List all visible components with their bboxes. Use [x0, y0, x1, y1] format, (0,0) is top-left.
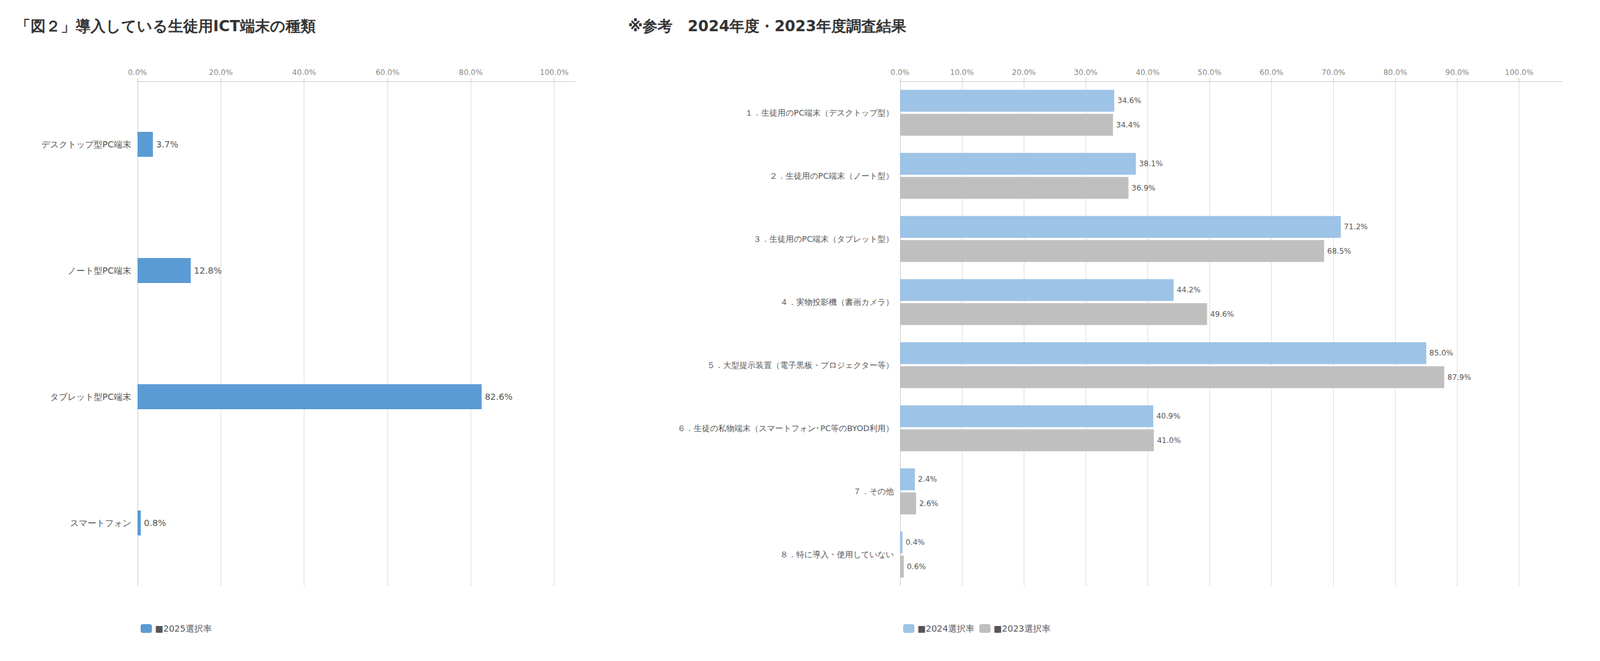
svg-text:４．実物投影機（書画カメラ）: ４．実物投影機（書画カメラ） — [780, 297, 894, 307]
svg-text:40.0%: 40.0% — [292, 68, 317, 77]
svg-text:■2024選択率: ■2024選択率 — [917, 623, 975, 634]
svg-text:36.9%: 36.9% — [1131, 183, 1156, 193]
svg-text:30.0%: 30.0% — [1073, 68, 1098, 77]
svg-text:３．生徒用のPC端末（タブレット型）: ３．生徒用のPC端末（タブレット型） — [753, 234, 894, 244]
svg-text:87.9%: 87.9% — [1447, 373, 1472, 382]
svg-text:34.6%: 34.6% — [1117, 96, 1142, 105]
svg-text:44.2%: 44.2% — [1176, 285, 1201, 295]
svg-text:12.8%: 12.8% — [193, 265, 222, 276]
svg-text:20.0%: 20.0% — [1011, 68, 1036, 77]
svg-text:82.6%: 82.6% — [485, 391, 513, 402]
svg-text:0.4%: 0.4% — [905, 538, 925, 547]
svg-text:50.0%: 50.0% — [1197, 68, 1222, 77]
svg-text:38.1%: 38.1% — [1138, 159, 1163, 169]
svg-text:100.0%: 100.0% — [540, 68, 569, 77]
svg-text:100.0%: 100.0% — [1505, 68, 1534, 77]
svg-text:85.0%: 85.0% — [1429, 348, 1454, 358]
svg-text:「図２」導入している生徒用ICT端末の種類: 「図２」導入している生徒用ICT端末の種類 — [15, 17, 316, 35]
svg-text:70.0%: 70.0% — [1321, 68, 1345, 77]
svg-text:ノート型PC端末: ノート型PC端末 — [67, 265, 132, 276]
svg-text:68.5%: 68.5% — [1327, 246, 1352, 256]
svg-text:■2023選択率: ■2023選択率 — [993, 623, 1051, 634]
svg-text:60.0%: 60.0% — [1259, 68, 1284, 77]
svg-text:80.0%: 80.0% — [458, 68, 483, 77]
svg-text:34.4%: 34.4% — [1116, 120, 1140, 130]
svg-text:40.0%: 40.0% — [1135, 68, 1160, 77]
svg-text:60.0%: 60.0% — [375, 68, 400, 77]
svg-text:0.8%: 0.8% — [143, 518, 167, 529]
svg-text:0.0%: 0.0% — [890, 68, 910, 77]
svg-text:71.2%: 71.2% — [1343, 222, 1368, 232]
svg-text:７．その他: ７．その他 — [853, 486, 894, 497]
svg-text:90.0%: 90.0% — [1445, 68, 1470, 77]
svg-text:0.6%: 0.6% — [906, 562, 927, 572]
svg-text:2.6%: 2.6% — [919, 499, 939, 509]
svg-text:3.7%: 3.7% — [156, 139, 179, 150]
svg-text:８．特に導入・使用していない: ８．特に導入・使用していない — [780, 550, 894, 560]
svg-text:10.0%: 10.0% — [950, 68, 974, 77]
svg-text:２．生徒用のPC端末（ノート型）: ２．生徒用のPC端末（ノート型） — [769, 171, 894, 181]
svg-text:40.9%: 40.9% — [1156, 411, 1180, 421]
svg-text:80.0%: 80.0% — [1383, 68, 1407, 77]
svg-text:41.0%: 41.0% — [1156, 436, 1181, 445]
svg-text:デスクトップ型PC端末: デスクトップ型PC端末 — [41, 139, 132, 150]
svg-text:2.4%: 2.4% — [918, 475, 938, 484]
svg-text:６．生徒の私物端末（スマートフォン･PC等のBYOD利用）: ６．生徒の私物端末（スマートフォン･PC等のBYOD利用） — [677, 423, 894, 434]
svg-text:■2025選択率: ■2025選択率 — [155, 623, 212, 634]
svg-text:スマートフォン: スマートフォン — [70, 518, 132, 529]
svg-text:タブレット型PC端末: タブレット型PC端末 — [50, 391, 132, 402]
svg-text:49.6%: 49.6% — [1210, 310, 1234, 319]
svg-text:５．大型提示装置（電子黒板・プロジェクター等）: ５．大型提示装置（電子黒板・プロジェクター等） — [706, 360, 894, 370]
svg-text:20.0%: 20.0% — [208, 68, 233, 77]
svg-text:※参考 2024年度・2023年度調査結果: ※参考 2024年度・2023年度調査結果 — [628, 17, 907, 35]
svg-text:0.0%: 0.0% — [128, 68, 148, 77]
svg-text:１．生徒用のPC端末（デスクトップ型）: １．生徒用のPC端末（デスクトップ型） — [745, 108, 894, 118]
